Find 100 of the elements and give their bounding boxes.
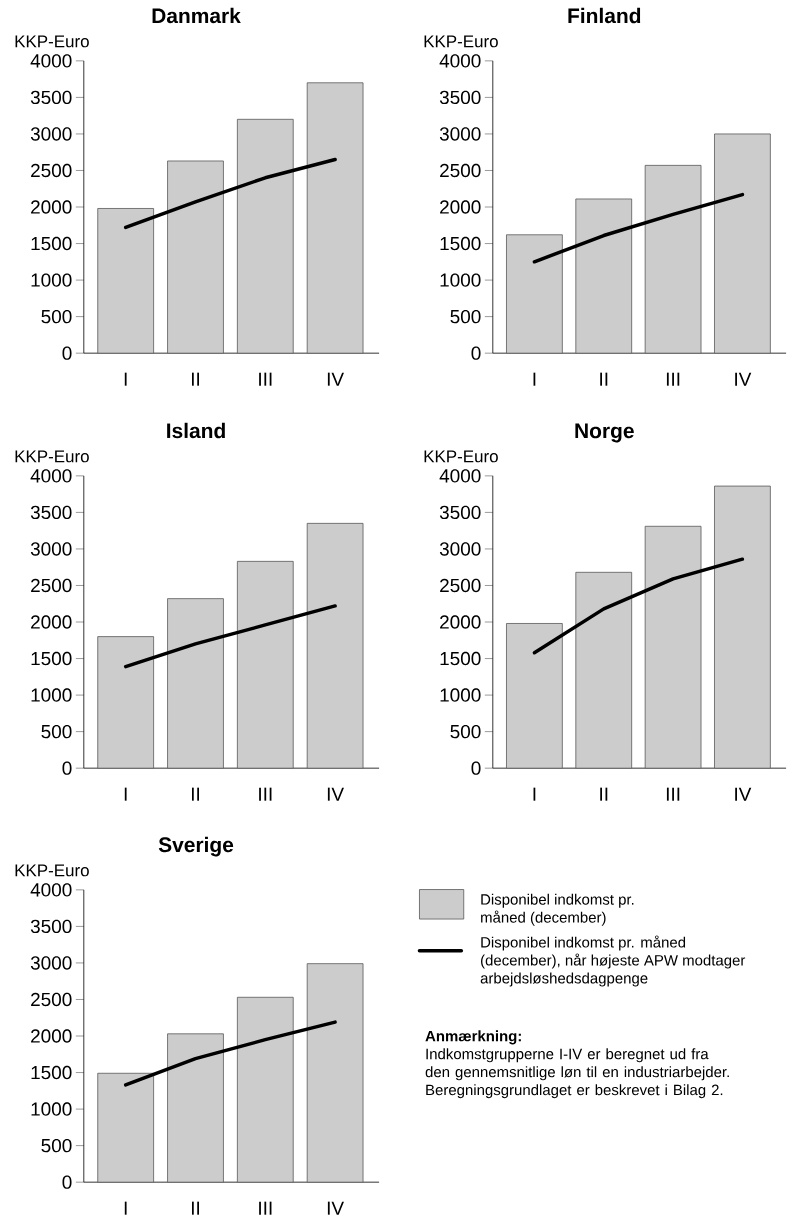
y-tick-label: 1000 [31, 1102, 72, 1116]
bar [306, 963, 364, 1183]
y-axis-title: KKP-Euro [424, 450, 498, 463]
bar [306, 82, 364, 354]
bar [97, 636, 154, 769]
bar [506, 234, 563, 354]
legend-label: Disponibel indkomst pr. måned (december), når højeste APW modtager arbejdsløshedsdagpenge [480, 935, 746, 987]
legend-label: Disponibel indkomst pr. måned (december) [481, 893, 634, 926]
y-tick-label: 1500 [440, 236, 481, 251]
bar [236, 118, 294, 354]
y-tick-label: 1000 [31, 688, 72, 702]
y-axis-title: KKP-Euro [15, 450, 89, 463]
x-tick-label: II [191, 787, 199, 801]
y-axis-title: KKP-Euro [15, 864, 89, 877]
x-tick-label: IV [327, 787, 344, 801]
y-tick-label: 1000 [31, 273, 72, 287]
y-tick-label: 500 [41, 1138, 72, 1153]
y-tick-label: 1500 [440, 651, 481, 666]
y-tick-label: 3500 [30, 90, 72, 105]
chart-title: Finland [568, 7, 641, 24]
y-axis-title: KKP-Euro [424, 35, 498, 48]
x-tick-label: IV [327, 1201, 344, 1215]
bar [714, 133, 771, 354]
y-tick-label: 1500 [31, 651, 72, 666]
y-tick-label: 2500 [440, 578, 481, 593]
y-tick-label: 2500 [440, 163, 481, 178]
bar [167, 598, 224, 769]
y-tick-label: 4000 [30, 54, 72, 68]
text: Anmærkning: [425, 1030, 521, 1045]
y-tick-label: 4000 [30, 469, 72, 483]
chart-title: Norge [575, 423, 634, 443]
y-tick-label: 0 [62, 761, 72, 775]
y-tick-label: 2000 [440, 615, 481, 629]
x-tick-label: III [259, 1201, 272, 1215]
x-tick-label: I [124, 1201, 127, 1215]
bar [236, 996, 294, 1183]
x-tick-label: IV [735, 787, 752, 801]
line-series [532, 557, 745, 655]
chart-title: Sverige [158, 836, 234, 857]
y-tick-label: 0 [62, 1175, 72, 1189]
y-tick-label: 4000 [30, 883, 72, 897]
x-tick-label: III [259, 372, 272, 386]
y-tick-label: 1000 [440, 273, 481, 287]
y-tick-label: 500 [450, 724, 481, 739]
text: Indkomstgrupperne I-IV er beregnet ud fra den gennemsnitlige løn til en industriarbejder. Beregningsgrundlaget er beskrevet i Bilag 2. [425, 1048, 729, 1099]
y-tick-label: 2500 [31, 992, 72, 1007]
y-tick-label: 1500 [31, 1065, 72, 1080]
line-series [123, 604, 337, 669]
y-tick-label: 3000 [30, 127, 72, 141]
x-tick-label: IV [735, 372, 752, 386]
bar [167, 1033, 224, 1183]
x-tick-label: III [666, 372, 680, 386]
bar [97, 1072, 154, 1183]
y-axis-title: KKP-Euro [15, 35, 89, 48]
y-tick-label: 4000 [439, 469, 481, 483]
y-tick-label: 3500 [30, 505, 72, 520]
y-tick-label: 500 [41, 309, 72, 324]
y-tick-label: 3000 [30, 542, 72, 556]
x-tick-label: I [124, 787, 127, 801]
y-tick-label: 3500 [439, 90, 481, 105]
bar [644, 164, 702, 354]
x-tick-label: III [666, 787, 680, 801]
y-tick-label: 2500 [31, 578, 72, 593]
x-tick-label: II [600, 787, 608, 801]
y-tick-label: 2000 [31, 200, 72, 214]
y-tick-label: 3500 [30, 919, 72, 934]
x-tick-label: I [533, 787, 536, 801]
y-tick-label: 2000 [31, 1029, 72, 1043]
line-series [123, 157, 337, 230]
bar [575, 571, 633, 769]
x-tick-label: I [124, 372, 127, 386]
bar [236, 560, 294, 769]
line-series [532, 192, 745, 264]
line-series [123, 1020, 337, 1087]
y-tick-label: 1500 [31, 236, 72, 251]
x-tick-label: III [259, 787, 272, 801]
chart-title: Island [167, 422, 225, 439]
y-tick-label: 1000 [440, 688, 481, 702]
x-tick-label: II [191, 1201, 199, 1215]
bar [575, 198, 633, 354]
y-tick-label: 2000 [440, 200, 481, 214]
bar [167, 160, 224, 354]
y-tick-label: 3000 [439, 127, 481, 141]
y-tick-label: 0 [471, 346, 481, 360]
y-tick-label: 4000 [439, 54, 481, 68]
bar [644, 525, 702, 769]
y-tick-label: 3500 [439, 505, 481, 520]
y-tick-label: 500 [41, 724, 72, 739]
bar [506, 623, 563, 769]
y-tick-label: 0 [471, 761, 481, 775]
x-tick-label: II [600, 372, 608, 386]
y-tick-label: 0 [62, 346, 72, 360]
x-tick-label: II [191, 372, 199, 386]
bar [97, 208, 154, 354]
x-tick-label: IV [327, 372, 344, 386]
chart-title: Danmark [152, 7, 241, 24]
y-tick-label: 2500 [31, 163, 72, 178]
y-tick-label: 2000 [31, 615, 72, 629]
y-tick-label: 3000 [30, 956, 72, 970]
y-tick-label: 500 [450, 309, 481, 324]
